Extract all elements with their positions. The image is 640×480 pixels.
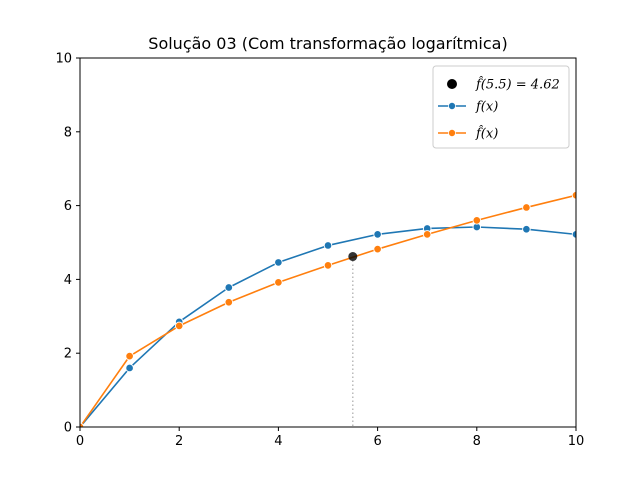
x-tick-label: 10 (568, 434, 585, 449)
series-2-point (472, 216, 482, 225)
series-line-1 (80, 226, 576, 427)
legend-marker-highlight (447, 79, 457, 89)
series-line-2 (80, 194, 576, 427)
legend-marker-series-2 (447, 128, 456, 137)
x-tick-label: 8 (473, 434, 481, 449)
series-2-point (323, 261, 333, 270)
plot-area (80, 191, 576, 427)
data-group (80, 191, 576, 427)
legend-label-highlight: f̂(5.5) = 4.62 (475, 76, 560, 93)
y-tick-label: 4 (64, 273, 72, 288)
x-tick-label: 2 (175, 434, 183, 449)
legend: f̂(5.5) = 4.62 f(x) f̂(x) (432, 65, 570, 149)
series-1-point (125, 363, 134, 373)
series-2-point (274, 278, 283, 287)
series-1-point (373, 230, 382, 239)
series-2-point (125, 351, 134, 361)
series-2-point (80, 422, 85, 427)
y-tick-label: 2 (64, 347, 72, 362)
series-1-point (274, 258, 283, 267)
y-tick-label: 10 (55, 52, 72, 67)
series-2-point (522, 203, 531, 212)
series-2-point (571, 191, 576, 200)
x-tick-label: 6 (373, 434, 381, 449)
y-tick-label: 6 (64, 199, 72, 214)
series-2-point (373, 244, 382, 254)
y-tick-label: 8 (64, 125, 72, 140)
series-1-point (522, 224, 531, 234)
series-1-point (571, 230, 576, 239)
axes: 0 2 4 6 8 10 0 2 4 6 8 10 (55, 52, 584, 450)
legend-marker-series-1 (447, 102, 456, 111)
x-tick-label: 0 (76, 434, 84, 449)
series-2-point (422, 230, 432, 239)
chart-title: Solução 03 (Com transformação logarítmic… (148, 34, 507, 53)
legend-label-series-1: f(x) (475, 100, 498, 115)
x-tick-label: 4 (274, 434, 282, 449)
legend-box (432, 65, 570, 149)
series-2-point (174, 321, 184, 331)
y-tick-label: 0 (64, 421, 72, 436)
legend-label-series-2: f̂(x) (475, 125, 498, 142)
highlight-point (348, 252, 358, 262)
series-1-point (323, 241, 333, 250)
series-2-point (224, 298, 234, 307)
axes-frame (79, 57, 577, 428)
series-1-point (224, 283, 234, 292)
